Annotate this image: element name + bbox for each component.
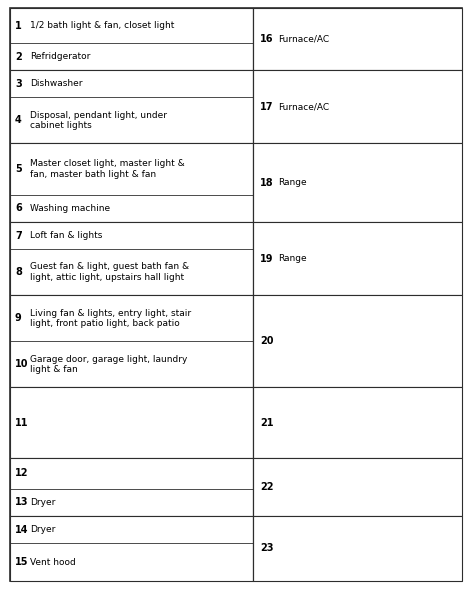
- Text: 16: 16: [260, 34, 273, 44]
- Bar: [253, 295, 462, 388]
- Bar: [253, 8, 462, 70]
- Text: Master closet light, master light &
fan, master bath light & fan: Master closet light, master light & fan,…: [30, 160, 185, 179]
- Bar: [253, 516, 462, 581]
- Text: 5: 5: [15, 164, 22, 174]
- Text: Furnace/AC: Furnace/AC: [278, 35, 329, 44]
- Bar: [10, 8, 253, 70]
- Text: 6: 6: [15, 203, 22, 213]
- Bar: [10, 388, 253, 458]
- Text: Furnace/AC: Furnace/AC: [278, 102, 329, 111]
- Bar: [253, 388, 462, 458]
- Bar: [253, 144, 462, 222]
- Text: 4: 4: [15, 115, 22, 125]
- Text: 22: 22: [260, 482, 273, 492]
- Text: 1: 1: [15, 21, 22, 31]
- Text: 11: 11: [15, 418, 28, 428]
- Text: 3: 3: [15, 79, 22, 89]
- Text: Guest fan & light, guest bath fan &
light, attic light, upstairs hall light: Guest fan & light, guest bath fan & ligh…: [30, 263, 189, 282]
- Text: 20: 20: [260, 336, 273, 346]
- Text: Dryer: Dryer: [30, 525, 55, 534]
- Text: Vent hood: Vent hood: [30, 558, 76, 567]
- Text: Disposal, pendant light, under
cabinet lights: Disposal, pendant light, under cabinet l…: [30, 111, 167, 130]
- Text: 1/2 bath light & fan, closet light: 1/2 bath light & fan, closet light: [30, 21, 174, 30]
- Text: 10: 10: [15, 359, 28, 369]
- Bar: [10, 70, 253, 144]
- Bar: [253, 222, 462, 295]
- Text: Garage door, garage light, laundry
light & fan: Garage door, garage light, laundry light…: [30, 355, 187, 374]
- Text: Range: Range: [278, 254, 307, 263]
- Text: Washing machine: Washing machine: [30, 204, 110, 213]
- Text: 15: 15: [15, 557, 28, 567]
- Text: Range: Range: [278, 178, 307, 187]
- Text: 14: 14: [15, 525, 28, 535]
- Text: 12: 12: [15, 468, 28, 478]
- Text: 21: 21: [260, 418, 273, 428]
- Bar: [10, 458, 253, 516]
- Text: Refridgerator: Refridgerator: [30, 52, 91, 61]
- Bar: [10, 516, 253, 581]
- Text: 8: 8: [15, 267, 22, 277]
- Text: Dishwasher: Dishwasher: [30, 80, 82, 88]
- Bar: [253, 70, 462, 144]
- Bar: [10, 222, 253, 295]
- Bar: [10, 295, 253, 388]
- Text: 18: 18: [260, 178, 273, 188]
- Text: Loft fan & lights: Loft fan & lights: [30, 231, 102, 240]
- Text: 9: 9: [15, 313, 22, 323]
- Text: 2: 2: [15, 52, 22, 62]
- Text: 13: 13: [15, 498, 28, 508]
- Text: Dryer: Dryer: [30, 498, 55, 507]
- Bar: [10, 144, 253, 222]
- Text: 23: 23: [260, 544, 273, 554]
- Text: Living fan & lights, entry light, stair
light, front patio light, back patio: Living fan & lights, entry light, stair …: [30, 309, 191, 328]
- Bar: [253, 458, 462, 516]
- Text: 7: 7: [15, 230, 22, 240]
- Text: 19: 19: [260, 254, 273, 264]
- Text: 17: 17: [260, 102, 273, 112]
